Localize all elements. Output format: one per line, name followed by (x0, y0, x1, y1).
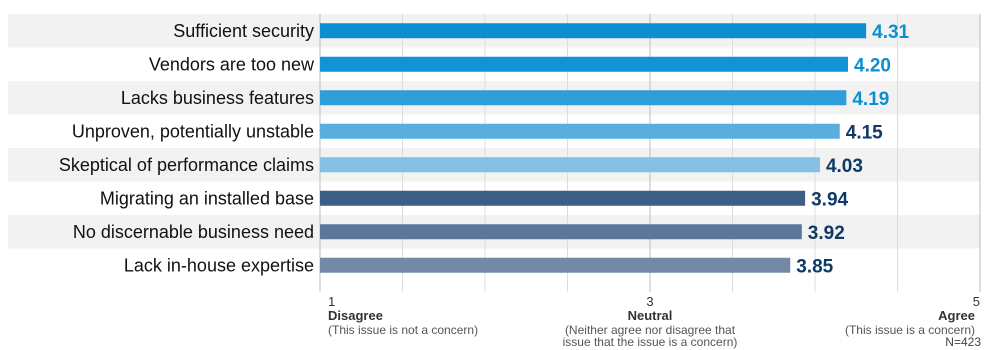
category-label: No discernable business need (73, 222, 314, 242)
value-label: 3.92 (808, 223, 845, 244)
value-label: 4.19 (852, 89, 889, 110)
anchor-description: (This issue is a concern) (845, 323, 975, 337)
bar (320, 90, 847, 106)
category-label: Sufficient security (173, 21, 314, 41)
anchor-title: Neutral (628, 308, 673, 323)
category-label: Lacks business features (121, 88, 314, 108)
anchor-title: Agree (938, 308, 975, 323)
anchor-description: (This issue is not a concern) (328, 323, 478, 337)
anchor-description: (Neither agree nor disagree that (565, 323, 736, 337)
bar (320, 23, 867, 39)
bar (320, 257, 791, 273)
value-label: 3.85 (796, 256, 833, 277)
category-label: Skeptical of performance claims (59, 155, 314, 175)
value-label: 4.03 (826, 156, 863, 177)
anchor-title: Disagree (328, 308, 383, 323)
tick-label: 3 (646, 294, 653, 309)
category-label: Migrating an installed base (100, 188, 314, 208)
category-label: Unproven, potentially unstable (72, 121, 314, 141)
value-label: 3.94 (811, 189, 848, 210)
tick-label: 1 (328, 294, 335, 309)
value-label: 4.20 (854, 55, 891, 76)
tick-label: 5 (973, 294, 980, 309)
bar (320, 123, 840, 139)
value-label: 4.15 (846, 122, 883, 143)
sample-size-note: N=423 (945, 335, 981, 349)
bar (320, 56, 848, 72)
bar (320, 190, 806, 206)
category-label: Vendors are too new (149, 54, 315, 74)
anchor-description: issue that the issue is a concern) (563, 335, 738, 349)
bar (320, 157, 820, 173)
category-label: Lack in-house expertise (124, 255, 314, 275)
value-label: 4.31 (872, 22, 909, 43)
bar (320, 224, 802, 240)
bars: Sufficient security 4.31 Vendors are too n… (59, 21, 910, 278)
